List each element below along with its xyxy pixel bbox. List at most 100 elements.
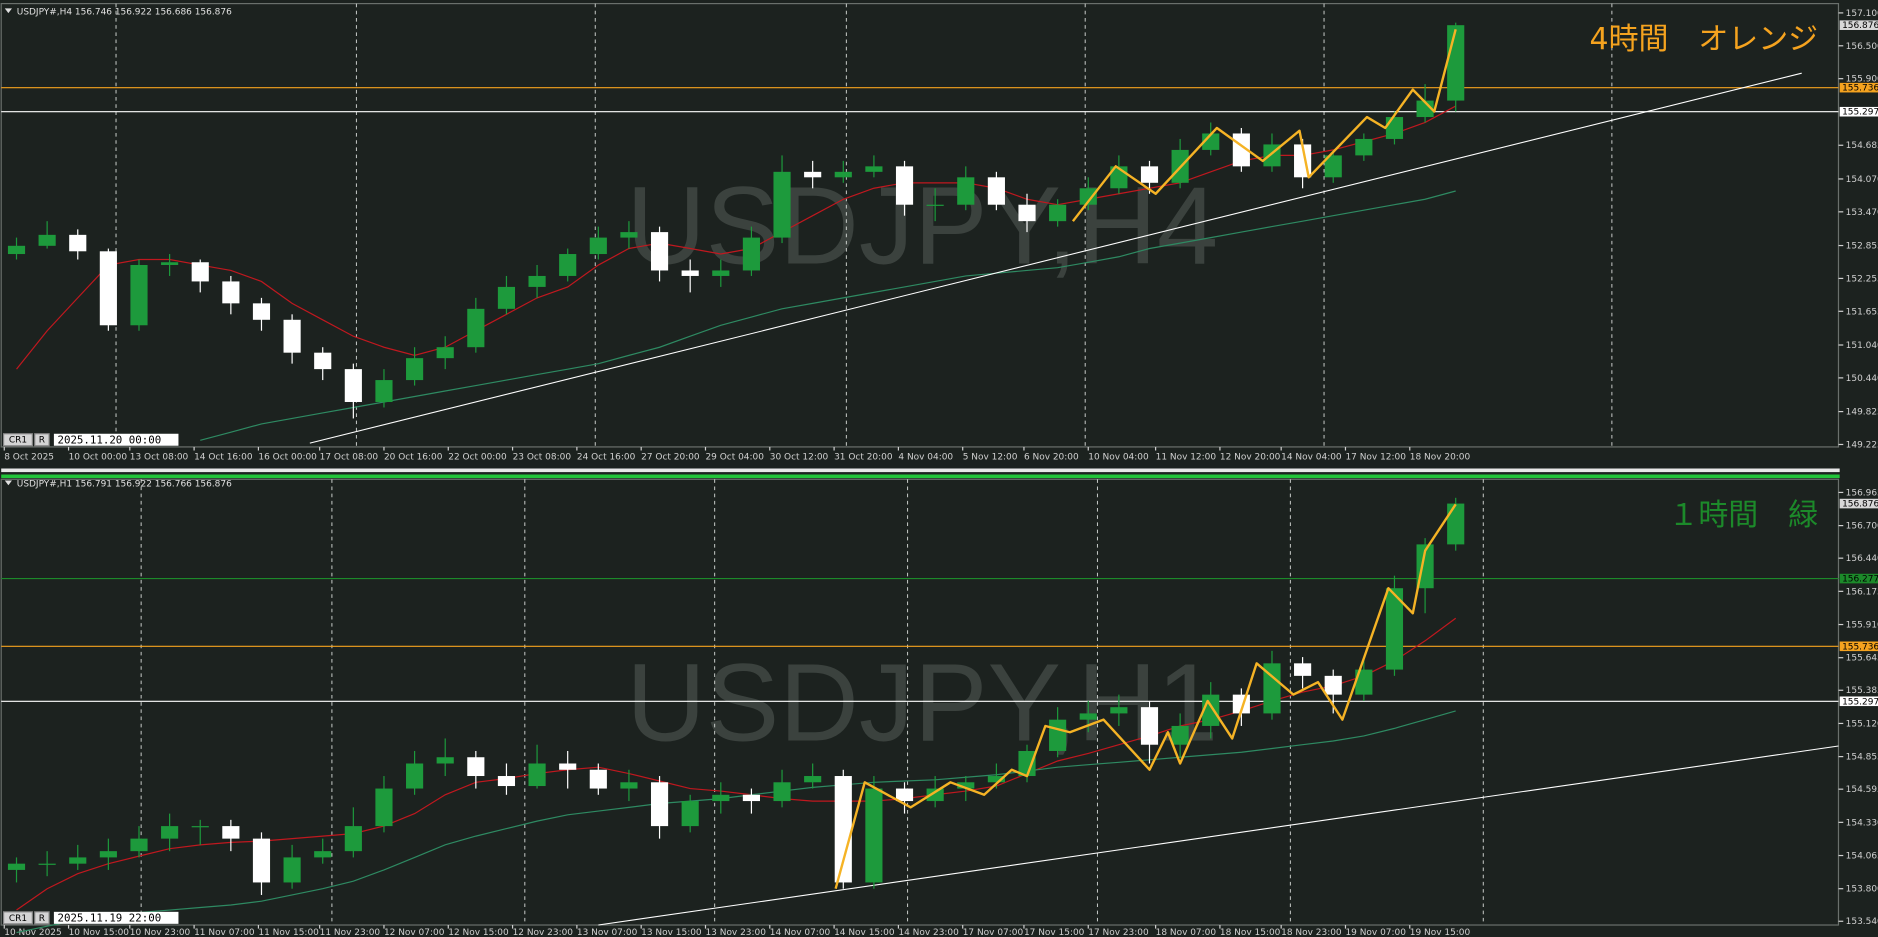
y-tick-label: 149.225	[1846, 440, 1878, 450]
candle-body	[681, 270, 699, 276]
x-tick-label: 13 Nov 07:00	[577, 928, 638, 937]
candle-body	[1140, 166, 1159, 183]
y-tick-label: 154.065	[1846, 852, 1878, 862]
moving-average	[16, 710, 1456, 934]
zigzag	[834, 503, 1457, 890]
candle-body	[865, 788, 883, 883]
candle-body	[650, 232, 669, 271]
candle-body	[742, 237, 760, 271]
candle-body	[987, 177, 1005, 205]
x-tick-label: 17 Nov 12:00	[1345, 453, 1406, 463]
candle-body	[222, 281, 240, 304]
x-tick-label: 6 Nov 20:00	[1024, 453, 1079, 463]
x-tick-label: 17 Nov 15:00	[1024, 928, 1085, 937]
collapse-arrow	[4, 8, 12, 14]
button[interactable]	[2, 911, 33, 925]
y-tick-label: 155.385	[1846, 686, 1878, 696]
y-tick-label: 156.175	[1846, 587, 1878, 597]
candle-body	[589, 769, 607, 789]
zigzag	[1071, 29, 1457, 222]
candle-body	[1079, 713, 1097, 720]
time-label: 2025.11.19 22:00	[57, 911, 161, 924]
collapse-arrow	[4, 480, 12, 486]
candle-body	[1416, 100, 1434, 118]
candle-body	[773, 782, 791, 802]
price-tag-label: 155.297	[1842, 108, 1878, 118]
candle-body	[1447, 25, 1465, 101]
annotation: １時間 緑	[1668, 498, 1818, 533]
candle-body	[712, 794, 730, 802]
button-label[interactable]: R	[39, 436, 45, 446]
y-tick-label: 150.440	[1846, 374, 1878, 384]
panel: USDJPY,H4157.100156.500155.900154.685154…	[0, 2, 1878, 463]
time-box	[53, 911, 179, 924]
candle-body	[7, 863, 26, 870]
moving-average	[200, 190, 1456, 441]
price-tag-label: 155.736	[1842, 84, 1878, 94]
y-tick-label: 153.470	[1846, 208, 1878, 218]
y-tick-label: 156.440	[1846, 554, 1878, 564]
symbol-header: USDJPY#,H4 156.746 156.922 156.686 156.8…	[17, 7, 232, 17]
moving-average	[16, 105, 1456, 370]
y-tick-label: 155.120	[1846, 719, 1878, 729]
candle-body	[1140, 707, 1159, 745]
last-price-tag	[1839, 498, 1878, 509]
candle-body	[1018, 750, 1036, 777]
panel-separator	[1, 468, 1840, 473]
candle-body	[406, 358, 424, 381]
candle-body	[467, 308, 485, 348]
y-tick-label: 156.500	[1846, 42, 1878, 52]
candle-body	[1324, 675, 1342, 695]
candle-body	[804, 776, 822, 783]
x-tick-label: 13 Nov 23:00	[705, 928, 766, 937]
candle-body	[161, 826, 179, 839]
y-tick-label: 154.595	[1846, 785, 1878, 795]
candle-body	[344, 369, 362, 402]
button-label[interactable]: R	[39, 914, 45, 924]
candle-body	[957, 782, 975, 789]
price-tag	[1839, 106, 1878, 117]
candle-body	[344, 826, 362, 852]
x-tick-label: 16 Oct 00:00	[258, 453, 317, 463]
candle-body	[69, 234, 87, 252]
candle-body	[1294, 663, 1312, 676]
x-tick-label: 18 Nov 15:00	[1220, 928, 1281, 937]
x-tick-label: 19 Nov 15:00	[1410, 928, 1471, 937]
price-tag-label: 155.736	[1842, 642, 1878, 652]
candle-body	[1079, 188, 1097, 205]
candle-body	[1447, 503, 1465, 545]
candle-body	[1385, 588, 1404, 670]
x-tick-label: 12 Nov 23:00	[513, 928, 574, 937]
x-tick-label: 11 Nov 12:00	[1156, 453, 1217, 463]
candle-body	[314, 352, 332, 370]
x-tick-label: 14 Nov 04:00	[1281, 453, 1342, 463]
button-label[interactable]: CR1	[9, 914, 27, 924]
price-tag	[1839, 641, 1878, 652]
candle-body	[1355, 669, 1373, 695]
candle-body	[987, 776, 1005, 783]
y-tick-label: 154.855	[1846, 753, 1878, 763]
candle-body	[252, 838, 271, 883]
y-tick-label: 157.100	[1846, 9, 1878, 19]
candle-body	[620, 232, 638, 238]
y-tick-label: 149.825	[1846, 408, 1878, 418]
y-tick-label: 153.540	[1846, 917, 1878, 927]
x-tick-label: 10 Nov 23:00	[130, 928, 191, 937]
x-tick-label: 14 Nov 23:00	[898, 928, 959, 937]
x-tick-label: 17 Nov 23:00	[1088, 928, 1149, 937]
y-tick-label: 152.255	[1846, 274, 1878, 284]
time-box	[53, 433, 179, 446]
button[interactable]	[34, 433, 50, 447]
candle-body	[1324, 155, 1342, 178]
candle-body	[834, 171, 852, 178]
button[interactable]	[34, 911, 50, 925]
button[interactable]	[2, 433, 33, 447]
button-label[interactable]: CR1	[9, 436, 27, 446]
y-tick-label: 154.685	[1846, 141, 1878, 151]
y-tick-label: 155.910	[1846, 621, 1878, 631]
x-tick-label: 4 Nov 04:00	[898, 453, 953, 463]
panel: USDJPY,H1156.965156.700156.440156.175155…	[0, 478, 1878, 937]
x-tick-label: 31 Oct 20:00	[834, 453, 893, 463]
